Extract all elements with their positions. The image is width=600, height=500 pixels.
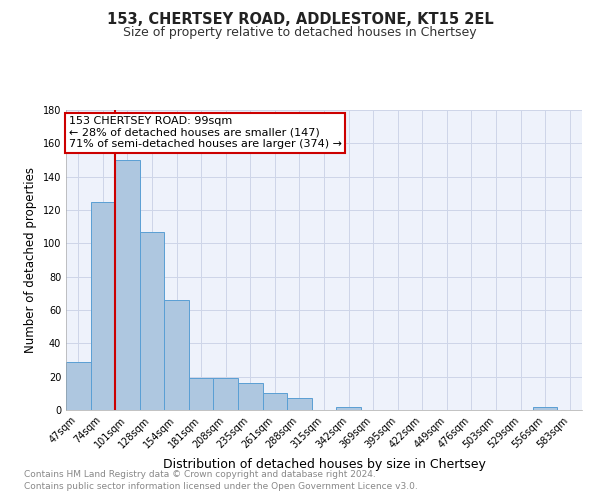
Bar xyxy=(66,362,91,410)
Bar xyxy=(336,406,361,410)
Text: Size of property relative to detached houses in Chertsey: Size of property relative to detached ho… xyxy=(123,26,477,39)
Bar xyxy=(189,378,214,410)
Bar xyxy=(238,384,263,410)
Bar xyxy=(140,232,164,410)
Bar xyxy=(287,398,312,410)
Bar xyxy=(533,406,557,410)
Text: 153, CHERTSEY ROAD, ADDLESTONE, KT15 2EL: 153, CHERTSEY ROAD, ADDLESTONE, KT15 2EL xyxy=(107,12,493,28)
Text: Contains HM Land Registry data © Crown copyright and database right 2024.: Contains HM Land Registry data © Crown c… xyxy=(24,470,376,479)
Bar xyxy=(214,378,238,410)
Text: 153 CHERTSEY ROAD: 99sqm
← 28% of detached houses are smaller (147)
71% of semi-: 153 CHERTSEY ROAD: 99sqm ← 28% of detach… xyxy=(68,116,341,149)
X-axis label: Distribution of detached houses by size in Chertsey: Distribution of detached houses by size … xyxy=(163,458,485,471)
Bar xyxy=(91,202,115,410)
Y-axis label: Number of detached properties: Number of detached properties xyxy=(24,167,37,353)
Text: Contains public sector information licensed under the Open Government Licence v3: Contains public sector information licen… xyxy=(24,482,418,491)
Bar xyxy=(263,394,287,410)
Bar xyxy=(164,300,189,410)
Bar xyxy=(115,160,140,410)
